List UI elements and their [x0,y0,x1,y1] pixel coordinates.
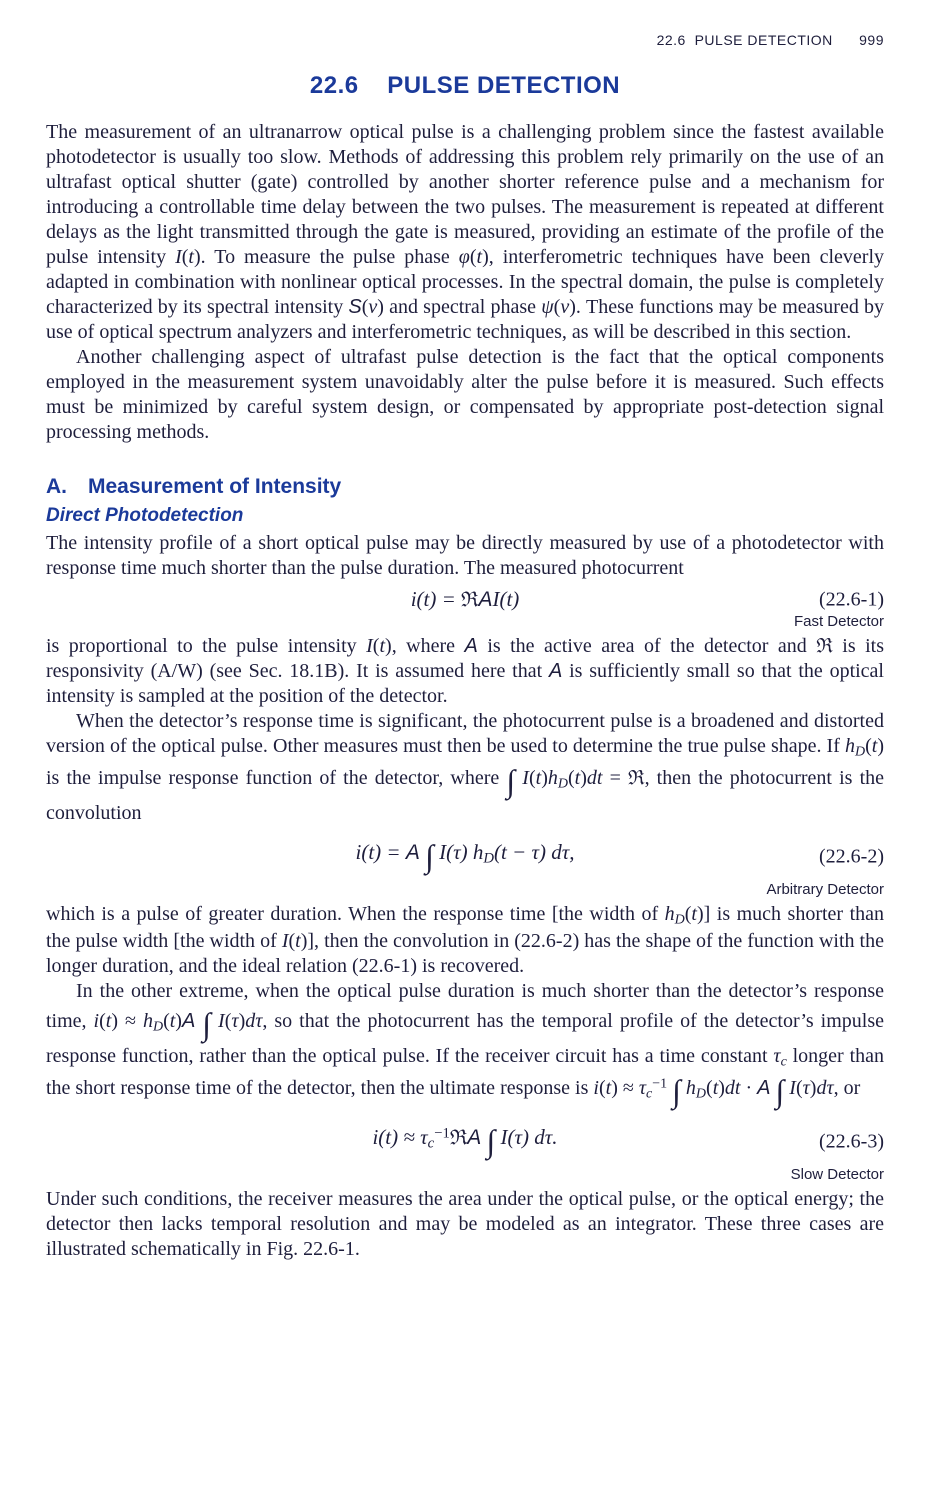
equation-number: (22.6-3) [819,1130,884,1153]
body-paragraph: Under such conditions, the receiver meas… [46,1187,884,1262]
equation-block: i(t) ≈ τc−1ℜA ∫ I(τ) dτ. (22.6-3) [46,1117,884,1166]
equation-number: (22.6-1) [819,589,884,612]
equation-label: Slow Detector [46,1166,884,1183]
equation: i(t) = A ∫ I(τ) hD(t − τ) dτ, [46,838,884,875]
subhead-a: A. Measurement of Intensity [46,475,884,499]
section-name: PULSE DETECTION [387,72,620,99]
running-head-name: PULSE DETECTION [695,32,833,48]
body-paragraph: which is a pulse of greater duration. Wh… [46,902,884,979]
running-head-page: 999 [859,32,884,48]
equation-label: Fast Detector [46,613,884,630]
equation-block: i(t) = ℜAI(t) (22.6-1) [46,587,884,613]
body-paragraph: In the other extreme, when the optical p… [46,979,884,1111]
subhead-b: Direct Photodetection [46,505,884,527]
body-paragraph: When the detector’s response time is sig… [46,709,884,826]
running-head-ref: 22.6 [657,32,686,48]
body-paragraph: The intensity profile of a short optical… [46,531,884,581]
equation-block: i(t) = A ∫ I(τ) hD(t − τ) dτ, (22.6-2) [46,832,884,881]
body-paragraph: Another challenging aspect of ultrafast … [46,345,884,445]
body-paragraph: The measurement of an ultranarrow optica… [46,120,884,345]
equation-number: (22.6-2) [819,845,884,868]
equation: i(t) = ℜAI(t) [46,587,884,613]
equation-label: Arbitrary Detector [46,881,884,898]
body-paragraph: is proportional to the pulse intensity I… [46,634,884,709]
running-head: 22.6 PULSE DETECTION 999 [46,32,884,48]
section-number: 22.6 [310,72,359,99]
section-title: 22.6 PULSE DETECTION [46,72,884,100]
equation: i(t) ≈ τc−1ℜA ∫ I(τ) dτ. [46,1123,884,1160]
